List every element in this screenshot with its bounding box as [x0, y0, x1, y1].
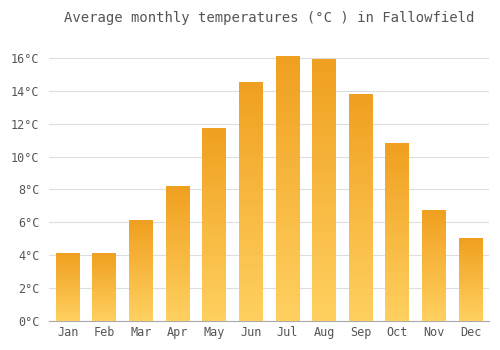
Title: Average monthly temperatures (°C ) in Fallowfield: Average monthly temperatures (°C ) in Fa…: [64, 11, 474, 25]
